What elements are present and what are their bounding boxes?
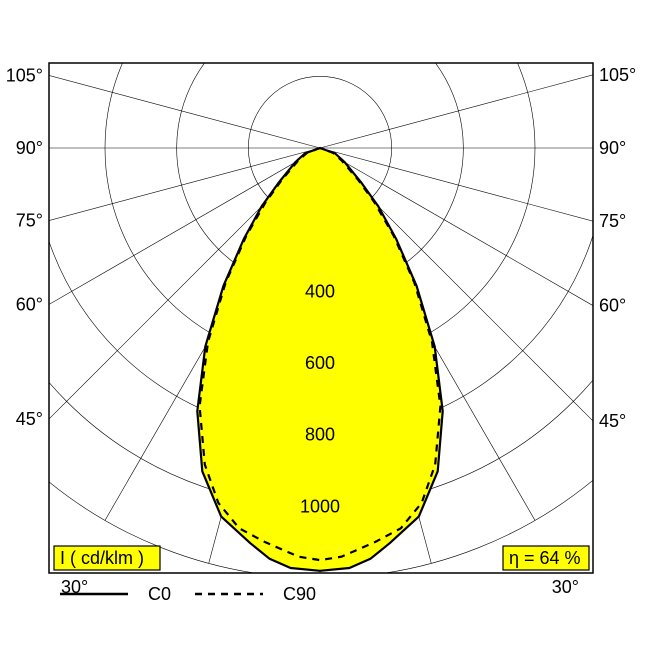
angle-label-right: 30° (552, 577, 579, 597)
ring-label: 800 (305, 425, 335, 445)
angle-label-left: 75° (16, 211, 43, 231)
angle-label-right: 105° (599, 65, 636, 85)
ring-label: 600 (305, 353, 335, 373)
angle-label-left: 60° (16, 294, 43, 314)
angle-label-right: 75° (599, 211, 626, 231)
photometry-polar-chart: 4006008001000 30°30°45°45°60°60°75°75°90… (0, 0, 650, 650)
angle-label-right: 90° (599, 138, 626, 158)
grid-spoke (320, 37, 650, 148)
angle-label-left: 45° (16, 409, 43, 429)
angle-label-left: 105° (6, 65, 43, 85)
angle-label-right: 45° (599, 411, 626, 431)
ring-label: 1000 (300, 496, 340, 516)
angle-label-right: 60° (599, 296, 626, 316)
legend: C0 C90 (60, 584, 316, 604)
grid-spoke (0, 37, 320, 148)
legend-label-c90: C90 (283, 584, 316, 604)
units-badge-text: I ( cd/klm ) (60, 548, 144, 568)
angle-label-left: 90° (16, 138, 43, 158)
legend-label-c0: C0 (148, 584, 171, 604)
efficiency-badge-text: η = 64 % (509, 548, 581, 568)
ring-label: 400 (305, 281, 335, 301)
